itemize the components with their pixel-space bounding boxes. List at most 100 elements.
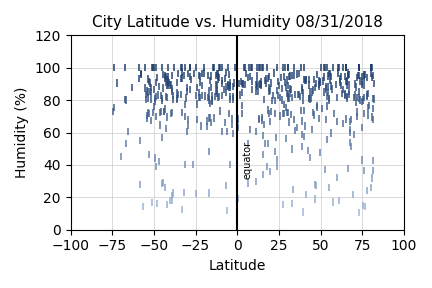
Point bbox=[205, 191, 212, 195]
Point bbox=[310, 110, 317, 115]
Point bbox=[277, 75, 284, 80]
Point bbox=[150, 65, 157, 70]
Point bbox=[324, 65, 330, 70]
Point bbox=[307, 156, 314, 160]
Point bbox=[279, 86, 286, 91]
Point bbox=[308, 96, 314, 101]
Point bbox=[136, 65, 143, 70]
Point bbox=[321, 75, 328, 79]
Point bbox=[266, 85, 273, 90]
Point bbox=[219, 65, 226, 70]
Point bbox=[200, 65, 207, 70]
Point bbox=[245, 181, 251, 185]
Point bbox=[241, 65, 248, 70]
Point bbox=[193, 93, 200, 97]
Point bbox=[273, 157, 280, 162]
Point bbox=[154, 75, 161, 80]
Point bbox=[313, 183, 320, 187]
Point bbox=[296, 71, 303, 75]
Point bbox=[208, 98, 215, 103]
Point bbox=[138, 72, 145, 77]
Point bbox=[359, 83, 366, 87]
Point bbox=[369, 176, 376, 180]
Point bbox=[225, 84, 232, 88]
Point bbox=[280, 65, 287, 70]
Point bbox=[151, 100, 158, 104]
Point bbox=[274, 164, 281, 169]
Point bbox=[336, 65, 343, 70]
Point bbox=[168, 198, 175, 203]
Point bbox=[238, 111, 245, 115]
Point bbox=[140, 204, 147, 209]
Point bbox=[235, 196, 242, 200]
Point bbox=[279, 98, 286, 102]
Point bbox=[253, 74, 260, 78]
Point bbox=[257, 65, 264, 70]
Point bbox=[273, 88, 280, 93]
Point bbox=[152, 80, 159, 84]
Point bbox=[286, 92, 293, 96]
Point bbox=[226, 72, 232, 77]
Point bbox=[183, 85, 190, 90]
Point bbox=[356, 89, 363, 94]
Point bbox=[305, 96, 312, 101]
Point bbox=[200, 71, 207, 75]
Point bbox=[272, 98, 279, 103]
Point bbox=[215, 94, 222, 99]
Point bbox=[179, 71, 186, 75]
Point bbox=[221, 87, 228, 92]
Point bbox=[226, 97, 233, 102]
Point bbox=[324, 90, 331, 95]
Point bbox=[155, 159, 162, 164]
Point bbox=[290, 117, 297, 122]
Point bbox=[325, 74, 332, 78]
Point bbox=[136, 76, 143, 81]
Point bbox=[110, 109, 117, 114]
Point bbox=[359, 203, 366, 207]
Point bbox=[174, 80, 181, 85]
Point bbox=[266, 89, 273, 94]
Point bbox=[167, 198, 174, 203]
Point bbox=[359, 126, 365, 130]
Point bbox=[369, 117, 376, 122]
Point bbox=[262, 78, 269, 83]
Point bbox=[160, 109, 167, 114]
Point bbox=[355, 65, 362, 70]
Point bbox=[129, 85, 136, 90]
Point bbox=[369, 65, 376, 70]
Point bbox=[163, 94, 170, 98]
Point bbox=[337, 80, 344, 84]
Point bbox=[343, 65, 349, 70]
Point bbox=[165, 81, 172, 86]
Point bbox=[342, 93, 349, 97]
Point bbox=[110, 65, 117, 70]
Point bbox=[179, 110, 186, 115]
Point bbox=[283, 85, 289, 90]
Point bbox=[285, 84, 292, 88]
Point bbox=[346, 140, 353, 145]
Point bbox=[255, 89, 262, 94]
Point bbox=[229, 84, 236, 89]
Point bbox=[300, 90, 307, 95]
Point bbox=[346, 72, 353, 77]
Point bbox=[182, 162, 189, 167]
Point bbox=[241, 82, 248, 87]
Point bbox=[276, 113, 283, 118]
Point bbox=[343, 65, 350, 70]
Point bbox=[249, 87, 256, 92]
Point bbox=[272, 149, 279, 154]
Point bbox=[320, 90, 327, 94]
Point bbox=[343, 65, 349, 70]
Point bbox=[260, 152, 267, 156]
Point bbox=[142, 92, 149, 97]
Point bbox=[143, 116, 150, 121]
Point bbox=[344, 79, 351, 83]
Point bbox=[302, 77, 309, 82]
Point bbox=[311, 197, 318, 201]
Point bbox=[212, 94, 219, 99]
X-axis label: Latitude: Latitude bbox=[209, 259, 266, 273]
Point bbox=[184, 89, 191, 94]
Point bbox=[164, 115, 171, 119]
Point bbox=[361, 168, 368, 173]
Point bbox=[221, 77, 228, 81]
